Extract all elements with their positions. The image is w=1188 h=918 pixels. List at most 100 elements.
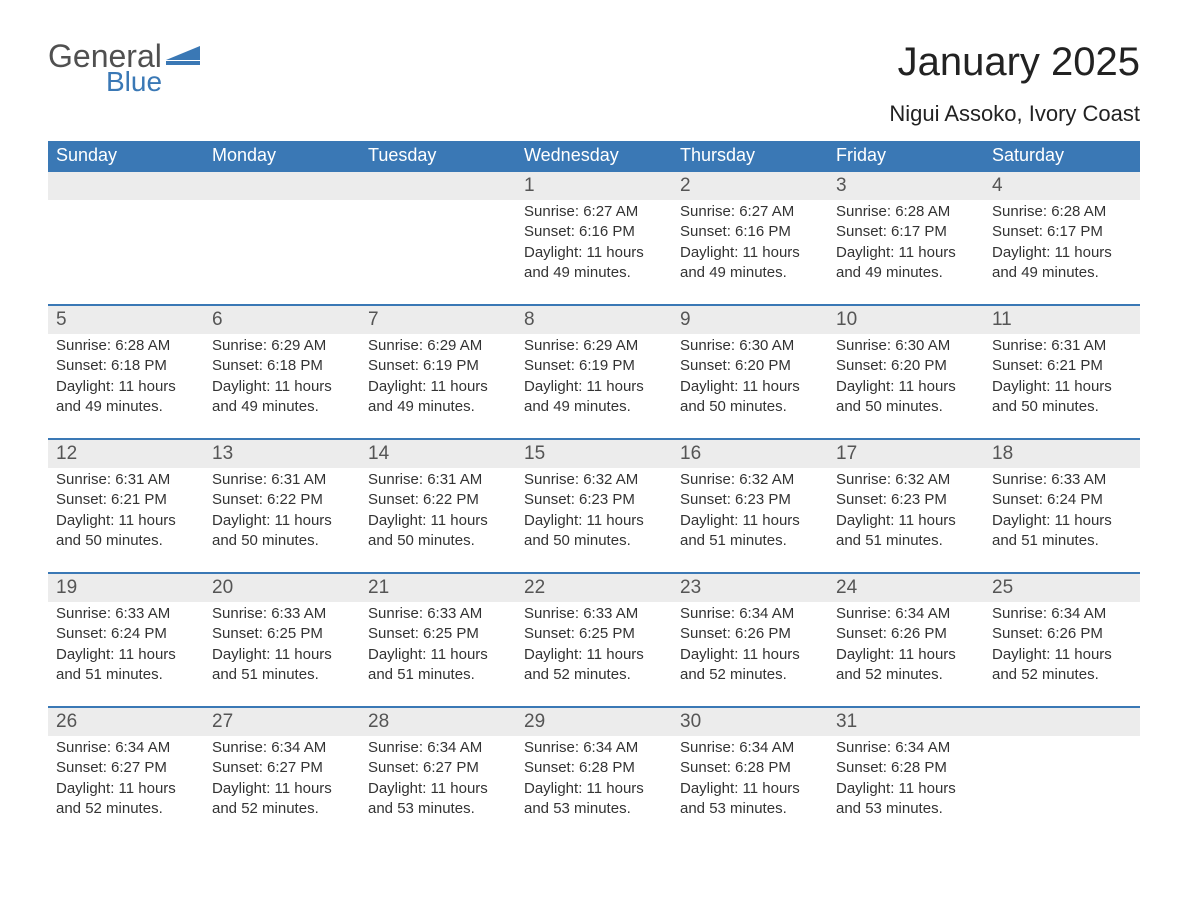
day-number: 25	[984, 574, 1140, 602]
title-block: January 2025 Nigui Assoko, Ivory Coast	[889, 40, 1140, 127]
sunset-label: Sunset: 6:23 PM	[680, 490, 820, 510]
daylight-label: Daylight: 11 hours and 49 minutes.	[524, 243, 664, 284]
calendar: Sunday Monday Tuesday Wednesday Thursday…	[48, 141, 1140, 840]
daylight-label: Daylight: 11 hours and 51 minutes.	[56, 645, 196, 686]
week-row: Sunrise: 6:34 AMSunset: 6:27 PMDaylight:…	[48, 736, 1140, 840]
day-cell: Sunrise: 6:28 AMSunset: 6:17 PMDaylight:…	[984, 200, 1140, 304]
day-number: 11	[984, 306, 1140, 334]
day-number: 21	[360, 574, 516, 602]
sunset-label: Sunset: 6:22 PM	[212, 490, 352, 510]
day-number: 26	[48, 708, 204, 736]
week-row: Sunrise: 6:28 AMSunset: 6:18 PMDaylight:…	[48, 334, 1140, 438]
sunset-label: Sunset: 6:16 PM	[524, 222, 664, 242]
sunset-label: Sunset: 6:26 PM	[680, 624, 820, 644]
day-cell: Sunrise: 6:34 AMSunset: 6:28 PMDaylight:…	[516, 736, 672, 840]
daylight-label: Daylight: 11 hours and 52 minutes.	[680, 645, 820, 686]
day-cell: Sunrise: 6:33 AMSunset: 6:25 PMDaylight:…	[516, 602, 672, 706]
sunset-label: Sunset: 6:28 PM	[836, 758, 976, 778]
day-cell: Sunrise: 6:32 AMSunset: 6:23 PMDaylight:…	[672, 468, 828, 572]
sunset-label: Sunset: 6:21 PM	[56, 490, 196, 510]
day-cell: Sunrise: 6:30 AMSunset: 6:20 PMDaylight:…	[672, 334, 828, 438]
day-cell: Sunrise: 6:33 AMSunset: 6:24 PMDaylight:…	[48, 602, 204, 706]
day-cell: Sunrise: 6:34 AMSunset: 6:26 PMDaylight:…	[672, 602, 828, 706]
daylight-label: Daylight: 11 hours and 50 minutes.	[992, 377, 1132, 418]
sunrise-label: Sunrise: 6:30 AM	[680, 336, 820, 356]
sunrise-label: Sunrise: 6:27 AM	[680, 202, 820, 222]
weekday-friday: Friday	[828, 141, 984, 170]
location-label: Nigui Assoko, Ivory Coast	[889, 101, 1140, 127]
sunset-label: Sunset: 6:20 PM	[836, 356, 976, 376]
sunrise-label: Sunrise: 6:32 AM	[524, 470, 664, 490]
weekday-wednesday: Wednesday	[516, 141, 672, 170]
sunset-label: Sunset: 6:25 PM	[368, 624, 508, 644]
sunrise-label: Sunrise: 6:31 AM	[992, 336, 1132, 356]
sunrise-label: Sunrise: 6:34 AM	[56, 738, 196, 758]
sunset-label: Sunset: 6:20 PM	[680, 356, 820, 376]
day-number: 6	[204, 306, 360, 334]
day-number: 3	[828, 172, 984, 200]
daylight-label: Daylight: 11 hours and 52 minutes.	[212, 779, 352, 820]
daylight-label: Daylight: 11 hours and 52 minutes.	[524, 645, 664, 686]
daylight-label: Daylight: 11 hours and 50 minutes.	[836, 377, 976, 418]
day-cell: Sunrise: 6:28 AMSunset: 6:17 PMDaylight:…	[828, 200, 984, 304]
day-number: 15	[516, 440, 672, 468]
sunrise-label: Sunrise: 6:34 AM	[524, 738, 664, 758]
sunset-label: Sunset: 6:18 PM	[212, 356, 352, 376]
sunset-label: Sunset: 6:23 PM	[524, 490, 664, 510]
page-title: January 2025	[889, 40, 1140, 85]
sunrise-label: Sunrise: 6:30 AM	[836, 336, 976, 356]
daylight-label: Daylight: 11 hours and 51 minutes.	[992, 511, 1132, 552]
day-cell: Sunrise: 6:34 AMSunset: 6:26 PMDaylight:…	[984, 602, 1140, 706]
daylight-label: Daylight: 11 hours and 49 minutes.	[368, 377, 508, 418]
weekday-header: Sunday Monday Tuesday Wednesday Thursday…	[48, 141, 1140, 170]
day-cell: Sunrise: 6:33 AMSunset: 6:25 PMDaylight:…	[204, 602, 360, 706]
sunrise-label: Sunrise: 6:33 AM	[212, 604, 352, 624]
day-number: 7	[360, 306, 516, 334]
daynum-band: 262728293031	[48, 706, 1140, 736]
day-cell: Sunrise: 6:32 AMSunset: 6:23 PMDaylight:…	[828, 468, 984, 572]
week-row: Sunrise: 6:33 AMSunset: 6:24 PMDaylight:…	[48, 602, 1140, 706]
sunrise-label: Sunrise: 6:34 AM	[212, 738, 352, 758]
daylight-label: Daylight: 11 hours and 52 minutes.	[992, 645, 1132, 686]
day-cell: Sunrise: 6:34 AMSunset: 6:27 PMDaylight:…	[360, 736, 516, 840]
day-number: 12	[48, 440, 204, 468]
day-cell: Sunrise: 6:31 AMSunset: 6:21 PMDaylight:…	[48, 468, 204, 572]
day-number: 8	[516, 306, 672, 334]
sunset-label: Sunset: 6:24 PM	[56, 624, 196, 644]
daynum-band: 19202122232425	[48, 572, 1140, 602]
sunrise-label: Sunrise: 6:29 AM	[212, 336, 352, 356]
day-number: 5	[48, 306, 204, 334]
sunset-label: Sunset: 6:19 PM	[368, 356, 508, 376]
day-number: 4	[984, 172, 1140, 200]
daylight-label: Daylight: 11 hours and 53 minutes.	[836, 779, 976, 820]
sunset-label: Sunset: 6:22 PM	[368, 490, 508, 510]
day-number: 2	[672, 172, 828, 200]
sunset-label: Sunset: 6:26 PM	[836, 624, 976, 644]
logo: General Blue	[48, 40, 200, 96]
day-cell: Sunrise: 6:34 AMSunset: 6:28 PMDaylight:…	[828, 736, 984, 840]
day-number: 20	[204, 574, 360, 602]
day-number: 9	[672, 306, 828, 334]
daylight-label: Daylight: 11 hours and 51 minutes.	[680, 511, 820, 552]
day-number: 24	[828, 574, 984, 602]
day-number	[204, 172, 360, 200]
sunrise-label: Sunrise: 6:28 AM	[836, 202, 976, 222]
day-number: 31	[828, 708, 984, 736]
day-cell: Sunrise: 6:29 AMSunset: 6:19 PMDaylight:…	[516, 334, 672, 438]
sunrise-label: Sunrise: 6:32 AM	[836, 470, 976, 490]
daynum-band: 567891011	[48, 304, 1140, 334]
day-cell: Sunrise: 6:34 AMSunset: 6:27 PMDaylight:…	[48, 736, 204, 840]
day-number	[984, 708, 1140, 736]
day-cell: Sunrise: 6:31 AMSunset: 6:22 PMDaylight:…	[204, 468, 360, 572]
day-number: 22	[516, 574, 672, 602]
sunset-label: Sunset: 6:17 PM	[992, 222, 1132, 242]
day-number: 18	[984, 440, 1140, 468]
sunrise-label: Sunrise: 6:28 AM	[56, 336, 196, 356]
day-number: 13	[204, 440, 360, 468]
sunset-label: Sunset: 6:27 PM	[56, 758, 196, 778]
weekday-saturday: Saturday	[984, 141, 1140, 170]
sunrise-label: Sunrise: 6:29 AM	[368, 336, 508, 356]
sunrise-label: Sunrise: 6:27 AM	[524, 202, 664, 222]
daylight-label: Daylight: 11 hours and 49 minutes.	[212, 377, 352, 418]
day-cell: Sunrise: 6:33 AMSunset: 6:25 PMDaylight:…	[360, 602, 516, 706]
